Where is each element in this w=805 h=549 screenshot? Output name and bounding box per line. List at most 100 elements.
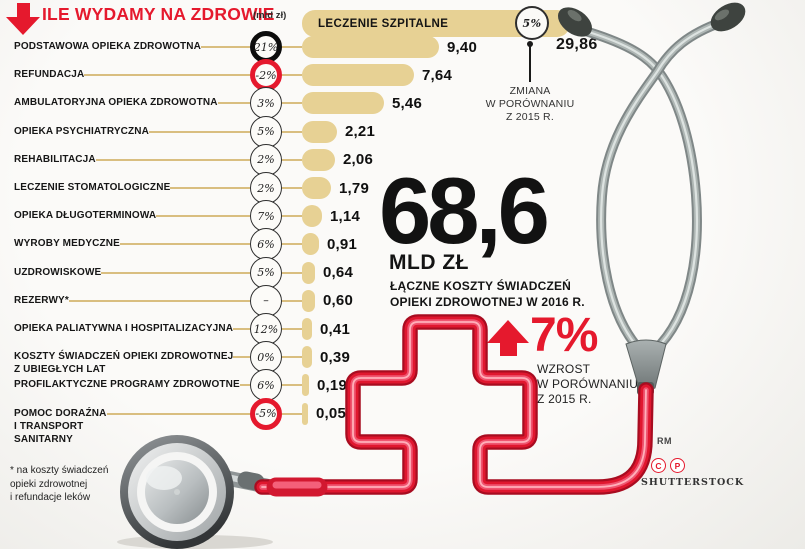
chart-row: REHABILITACJA 2% 2,06 bbox=[14, 143, 373, 176]
label-block: OPIEKA DŁUGOTERMINOWA bbox=[14, 205, 250, 227]
change-percent: 6% bbox=[257, 378, 275, 392]
change-percent-badge: 2% bbox=[250, 172, 282, 204]
connector-line bbox=[282, 271, 302, 274]
connector-line bbox=[282, 412, 302, 415]
connector-line bbox=[282, 328, 302, 330]
connector-line bbox=[119, 243, 250, 246]
change-percent: 5% bbox=[257, 266, 275, 280]
change-percent: -5% bbox=[255, 407, 277, 421]
change-percent: 6% bbox=[257, 237, 275, 251]
credit-agency: SHUTTERSTOCK bbox=[641, 477, 745, 488]
change-percent: 0% bbox=[257, 350, 275, 364]
value-label: 0,19 bbox=[317, 376, 347, 394]
value-label: 0,39 bbox=[320, 348, 350, 366]
category-label: PROFILAKTYCZNE PROGRAMY ZDROWOTNE bbox=[14, 379, 240, 391]
label-block: POMOC DORAŹNA I TRANSPORT SANITARNY bbox=[14, 403, 250, 445]
connector-line bbox=[282, 158, 302, 161]
change-percent: 12% bbox=[253, 322, 279, 336]
category-label: KOSZTY ŚWIADCZEŃ OPIEKI ZDROWOTNEJ Z UBI… bbox=[14, 351, 234, 376]
value-bar bbox=[302, 36, 439, 58]
connector-line bbox=[239, 384, 250, 387]
change-percent-badge: -2% bbox=[250, 59, 282, 92]
change-percent-badge: 5% bbox=[250, 115, 282, 148]
category-label: UZDROWISKOWE bbox=[14, 266, 102, 278]
label-block: REFUNDACJA bbox=[14, 64, 250, 86]
chart-row: OPIEKA PSYCHIATRYCZNA 5% 2,21 bbox=[14, 115, 375, 148]
chart-row: OPIEKA PALIATYWNA I HOSPITALIZACYJNA 12% 0… bbox=[14, 313, 350, 345]
label-block: OPIEKA PALIATYWNA I HOSPITALIZACYJNA bbox=[14, 318, 250, 340]
change-percent-badge: -5% bbox=[250, 397, 282, 430]
label-block: PROFILAKTYCZNE PROGRAMY ZDROWOTNE bbox=[14, 374, 250, 396]
change-percent: 2% bbox=[257, 181, 275, 195]
pointer-line bbox=[529, 44, 531, 82]
chart-row: AMBULATORYJNA OPIEKA ZDROWOTNA 3% 5,46 bbox=[14, 87, 422, 120]
value-label: 9,40 bbox=[447, 38, 477, 56]
label-block: OPIEKA PSYCHIATRYCZNA bbox=[14, 121, 250, 143]
chart-row: UZDROWISKOWE 5% 0,64 bbox=[14, 256, 353, 289]
connector-line bbox=[282, 356, 302, 359]
top-change-badge: 5% bbox=[515, 6, 549, 40]
change-percent: 3% bbox=[257, 96, 275, 110]
value-bar bbox=[302, 261, 315, 284]
category-label: AMBULATORYJNA OPIEKA ZDROWOTNA bbox=[14, 97, 218, 109]
label-block: AMBULATORYJNA OPIEKA ZDROWOTNA bbox=[14, 92, 250, 114]
value-bar bbox=[302, 374, 309, 397]
change-percent-badge: 6% bbox=[250, 228, 282, 261]
value-label: 1,79 bbox=[339, 179, 369, 197]
category-label: OPIEKA PSYCHIATRYCZNA bbox=[14, 125, 150, 137]
value-bar bbox=[302, 92, 384, 115]
change-percent: – bbox=[263, 294, 269, 308]
connector-line bbox=[101, 271, 250, 274]
value-bar bbox=[302, 346, 312, 369]
change-percent-badge: 0% bbox=[250, 341, 282, 374]
change-percent: 21% bbox=[253, 40, 279, 54]
category-label: OPIEKA DŁUGOTERMINOWA bbox=[14, 210, 157, 222]
change-percent: 7% bbox=[257, 209, 275, 223]
change-percent-badge: 12% bbox=[250, 313, 282, 345]
value-bar bbox=[302, 148, 335, 171]
change-percent-badge: 2% bbox=[250, 143, 282, 176]
chart-row: REZERWY* – 0,60 bbox=[14, 284, 353, 317]
unit-label: (mld zł) bbox=[253, 10, 287, 21]
change-percent-badge: 6% bbox=[250, 369, 282, 402]
value-bar bbox=[302, 318, 312, 340]
page-title: ILE WYDAMY NA ZDROWIE bbox=[42, 4, 275, 24]
connector-line bbox=[282, 102, 302, 105]
value-label: 0,05 bbox=[316, 405, 346, 423]
category-label: REZERWY* bbox=[14, 294, 69, 306]
chart-row: KOSZTY ŚWIADCZEŃ OPIEKI ZDROWOTNEJ Z UBI… bbox=[14, 341, 350, 375]
total-value: 68,6 bbox=[379, 158, 550, 263]
total-unit: MLD ZŁ bbox=[389, 251, 469, 274]
credit-icons: C P bbox=[651, 458, 685, 473]
connector-line bbox=[217, 102, 250, 105]
change-percent: 5% bbox=[257, 125, 275, 139]
category-label: OPIEKA PALIATYWNA I HOSPITALIZACYJNA bbox=[14, 323, 234, 334]
label-block: UZDROWISKOWE bbox=[14, 262, 250, 284]
category-label: POMOC DORAŹNA I TRANSPORT SANITARNY bbox=[14, 407, 107, 445]
credit-rm: RM bbox=[657, 436, 672, 446]
value-label: 2,06 bbox=[343, 151, 373, 169]
category-label: LECZENIE STOMATOLOGICZNE bbox=[14, 182, 171, 193]
copyright-icon: C bbox=[651, 458, 666, 473]
connector-line bbox=[282, 74, 302, 77]
change-percent-badge: 7% bbox=[250, 200, 282, 233]
chart-row: PODSTAWOWA OPIEKA ZDROWOTNA 21% 9,40 bbox=[14, 31, 477, 63]
value-label: 2,21 bbox=[345, 123, 375, 141]
label-block: REHABILITACJA bbox=[14, 149, 250, 171]
value-bar bbox=[302, 402, 308, 425]
value-label: 0,41 bbox=[320, 320, 350, 338]
connector-line bbox=[282, 215, 302, 218]
chart-row: WYROBY MEDYCZNE 6% 0,91 bbox=[14, 228, 357, 261]
connector-line bbox=[233, 356, 250, 359]
connector-line bbox=[282, 299, 302, 302]
connector-line bbox=[106, 412, 250, 415]
connector-line bbox=[282, 46, 302, 48]
chart-row: REFUNDACJA -2% 7,64 bbox=[14, 59, 452, 92]
connector-line bbox=[156, 215, 250, 218]
value-bar bbox=[302, 120, 337, 143]
change-percent-badge: – bbox=[250, 284, 282, 317]
connector-line bbox=[95, 158, 250, 161]
category-label: WYROBY MEDYCZNE bbox=[14, 238, 120, 250]
value-label: 0,64 bbox=[323, 264, 353, 282]
change-percent: 2% bbox=[257, 153, 275, 167]
